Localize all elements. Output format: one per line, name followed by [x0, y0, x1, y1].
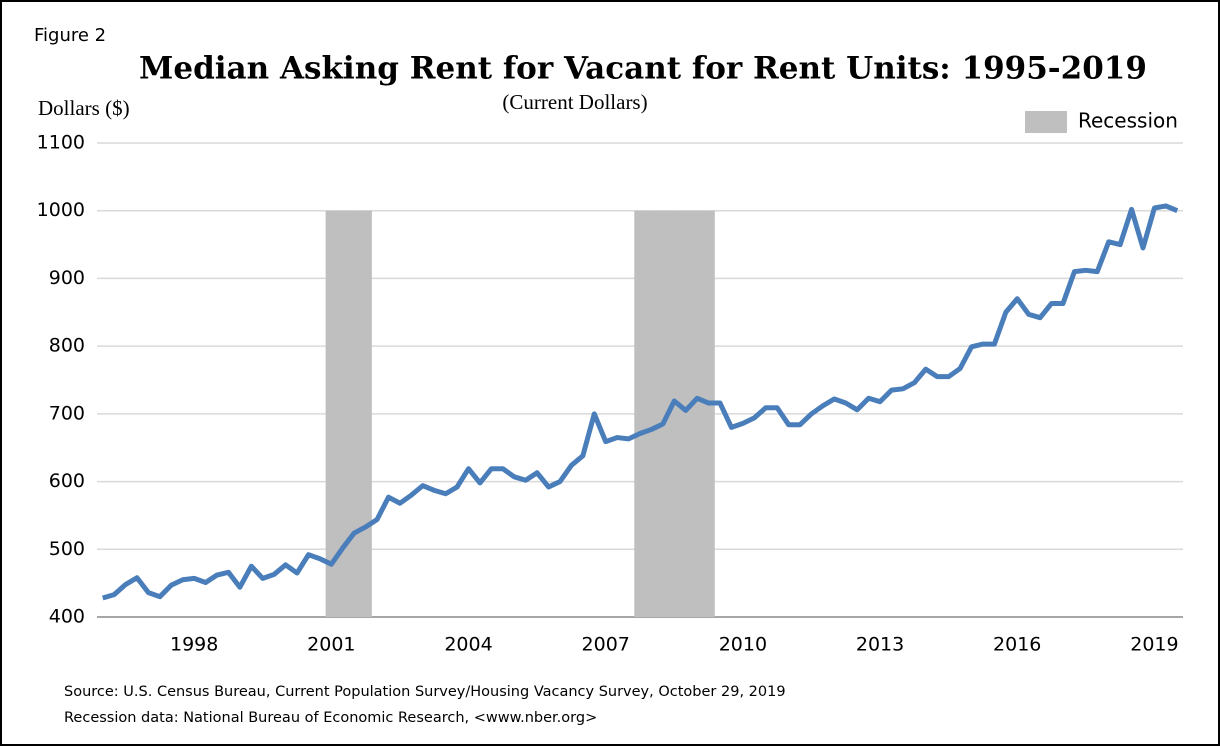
- y-tick-label: 1100: [37, 132, 85, 154]
- recession-band: [645, 210, 658, 617]
- y-tick-label: 500: [49, 538, 85, 560]
- x-tick-label: 2001: [307, 634, 355, 656]
- chart-subtitle: (Current Dollars): [502, 90, 647, 114]
- y-tick-label: 600: [49, 470, 85, 492]
- recession-band: [702, 210, 715, 617]
- chart-title: Median Asking Rent for Vacant for Rent U…: [139, 51, 1147, 87]
- recession-band: [680, 210, 692, 617]
- y-tick-label: 800: [49, 335, 85, 357]
- legend-label: Recession: [1078, 109, 1178, 133]
- y-axis-label: Dollars ($): [38, 96, 130, 120]
- figure-label: Figure 2: [34, 25, 106, 46]
- x-tick-label: 2004: [444, 634, 492, 656]
- source-note: Recession data: National Bureau of Econo…: [64, 710, 597, 726]
- recession-band: [337, 210, 349, 617]
- recession-band: [348, 210, 361, 617]
- y-tick-label: 900: [49, 267, 85, 289]
- recession-band: [359, 210, 372, 617]
- x-tick-label: 2013: [856, 634, 904, 656]
- recession-band: [691, 210, 704, 617]
- recession-band: [634, 210, 647, 617]
- recession-band: [325, 210, 338, 617]
- data-line: [102, 203, 1179, 601]
- x-tick-label: 2010: [719, 634, 767, 656]
- recession-band: [668, 210, 681, 617]
- x-tick-label: 2016: [993, 634, 1041, 656]
- y-tick-label: 400: [49, 606, 85, 628]
- y-tick-label: 1000: [37, 199, 85, 221]
- y-tick-label: 700: [49, 402, 85, 424]
- recession-band: [657, 210, 670, 617]
- legend-swatch: [1025, 111, 1067, 133]
- x-tick-label: 1998: [170, 634, 218, 656]
- source-note: Source: U.S. Census Bureau, Current Popu…: [64, 684, 786, 700]
- x-tick-label: 2007: [582, 634, 630, 656]
- x-tick-label: 2019: [1130, 634, 1178, 656]
